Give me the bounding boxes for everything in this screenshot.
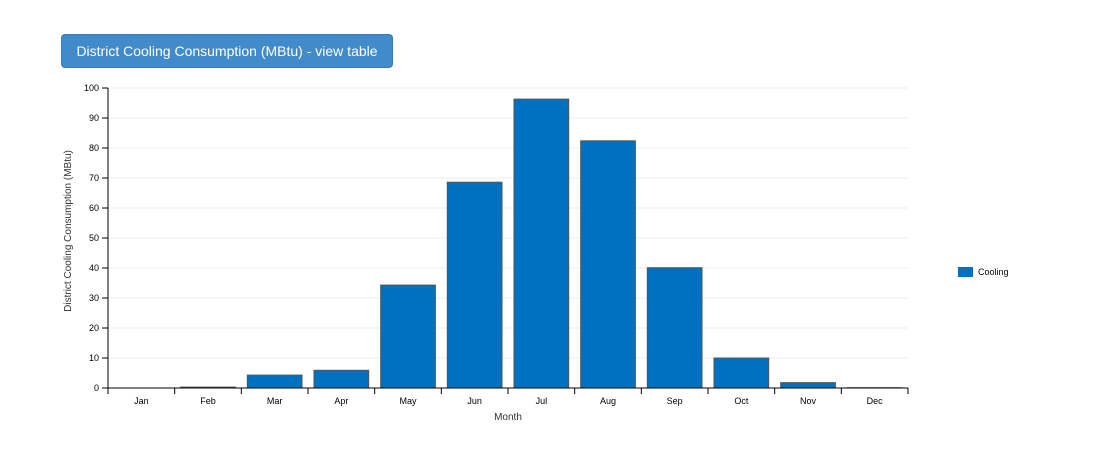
x-tick-label: Jan xyxy=(134,396,149,406)
y-tick-label: 50 xyxy=(89,233,99,243)
y-tick-label: 40 xyxy=(89,263,99,273)
y-tick-label: 10 xyxy=(89,353,99,363)
x-tick-label: Nov xyxy=(800,396,817,406)
bar-may xyxy=(380,284,436,389)
x-tick-label: Oct xyxy=(734,396,749,406)
bar-sep xyxy=(646,267,703,389)
bar-jun xyxy=(446,181,503,389)
bar-jul xyxy=(513,98,570,389)
x-tick-label: Feb xyxy=(200,396,216,406)
legend-swatch xyxy=(958,267,973,277)
y-tick-label: 30 xyxy=(89,293,99,303)
x-tick-label: Aug xyxy=(600,396,616,406)
bar-oct xyxy=(713,357,770,389)
y-tick-label: 70 xyxy=(89,173,99,183)
y-tick-label: 20 xyxy=(89,323,99,333)
y-tick-label: 100 xyxy=(84,83,99,93)
bar-aug xyxy=(580,140,636,389)
x-tick-label: Mar xyxy=(267,396,283,406)
x-tick-label: Sep xyxy=(667,396,683,406)
x-tick-label: Jun xyxy=(467,396,482,406)
x-axis-label: Month xyxy=(494,412,522,423)
bar-nov xyxy=(780,382,836,389)
y-tick-label: 0 xyxy=(94,383,99,393)
legend-label: Cooling xyxy=(978,267,1009,277)
bar-apr xyxy=(313,369,370,389)
bars xyxy=(180,98,903,389)
x-tick-label: Jul xyxy=(536,396,548,406)
x-tick-label: Apr xyxy=(334,396,348,406)
gridlines xyxy=(108,87,908,359)
bar-mar xyxy=(246,374,303,389)
legend: Cooling xyxy=(958,267,1009,277)
y-tick-label: 60 xyxy=(89,203,99,213)
view-table-button[interactable]: District Cooling Consumption (MBtu) - vi… xyxy=(61,34,393,68)
x-tick-label: Dec xyxy=(867,396,884,406)
x-tick-label: May xyxy=(399,396,417,406)
y-axis-label: District Cooling Consumption (MBtu) xyxy=(63,150,74,312)
y-tick-label: 80 xyxy=(89,143,99,153)
y-tick-label: 90 xyxy=(89,113,99,123)
axes: 0 10 20 30 40 50 60 70 80 90 100 Jan Feb Mar Apr May Jun… xyxy=(84,83,909,406)
